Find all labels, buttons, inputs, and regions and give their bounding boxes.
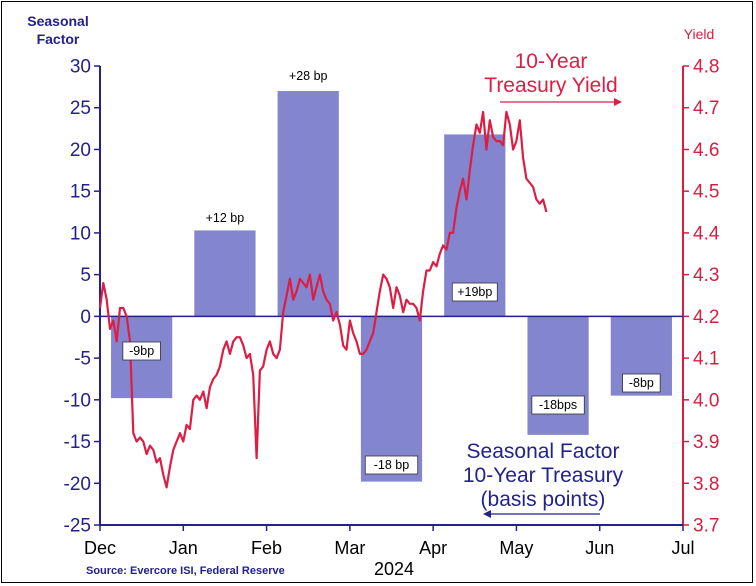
right-tick-label: 4.3	[693, 265, 719, 286]
left-tick-label: 20	[70, 140, 91, 161]
bar-may	[527, 316, 589, 435]
right-tick-label: 4.6	[693, 140, 719, 161]
left-tick-label: -20	[64, 474, 91, 495]
month-label-jan: Jan	[169, 538, 198, 558]
bar-label-jun: -8bp	[629, 376, 654, 390]
right-tick-label: 4.0	[693, 390, 719, 411]
month-label-feb: Feb	[251, 538, 282, 558]
bars-layer	[111, 91, 672, 482]
axes-layer: 30 25 20 15 10 5 0 -5 -10 -15 -20 -25 4.8 4.7 4.6 4.5 4.…	[64, 57, 720, 559]
yield-annotation-line2: Treasury Yield	[484, 74, 617, 97]
bar-mar	[360, 316, 423, 482]
right-tick-label: 3.8	[693, 474, 719, 495]
seasonal-annotation-arrow	[483, 510, 600, 518]
month-label-mar: Mar	[334, 538, 365, 558]
left-tick-label: 10	[70, 223, 91, 244]
left-tick-label: 15	[70, 182, 91, 203]
bar-label-may-box	[531, 395, 585, 415]
month-label-may: May	[499, 538, 533, 558]
bar-label-feb: +28 bp	[289, 69, 328, 83]
left-tick-label: 25	[70, 98, 91, 119]
right-tick-label: 4.2	[693, 307, 719, 328]
right-tick-label: 4.1	[693, 349, 719, 370]
bar-label-jun-box	[622, 373, 661, 393]
bar-label-jan: +12 bp	[206, 211, 245, 225]
bar-label-dec-box	[122, 341, 161, 361]
month-label-jul: Jul	[671, 538, 694, 558]
yield-line	[98, 110, 548, 489]
right-tick-label: 4.7	[693, 98, 719, 119]
right-tick-label: 4.5	[693, 182, 719, 203]
right-tick-label: 4.8	[693, 57, 719, 78]
left-tick-label: -15	[64, 432, 91, 453]
bar-label-mar: -18 bp	[374, 458, 409, 472]
seasonal-annotation-line3: (basis points)	[481, 488, 606, 511]
bar-label-apr-box	[451, 282, 498, 302]
left-tick-label: -5	[74, 349, 91, 370]
right-tick-label: 3.9	[693, 432, 719, 453]
seasonal-annotation-line2: 10-Year Treasury	[463, 464, 624, 487]
labels-layer: -9bp +12 bp +28 bp -18 bp +19bp -18bps -8bp	[122, 69, 661, 475]
year-label: 2024	[374, 559, 414, 579]
yield-annotation-arrow	[500, 98, 622, 106]
left-tick-label: 30	[70, 57, 91, 78]
bar-label-dec: -9bp	[129, 344, 154, 358]
bar-label-may: -18bps	[539, 398, 577, 412]
left-axis-title-line1: Seasonal	[27, 13, 88, 29]
left-tick-label: 0	[80, 307, 91, 328]
right-axis-title: Yield	[684, 26, 715, 42]
left-axis-title-line2: Factor	[37, 31, 80, 47]
left-tick-label: -10	[64, 390, 91, 411]
bar-label-mar-box	[364, 455, 419, 475]
bar-label-apr: +19bp	[457, 285, 492, 299]
line-layer	[98, 110, 548, 489]
right-tick-label: 3.7	[693, 516, 719, 537]
left-tick-label: 5	[80, 265, 91, 286]
bar-jan	[194, 230, 256, 317]
month-label-dec: Dec	[84, 538, 116, 558]
seasonal-annotation-line1: Seasonal Factor	[467, 440, 620, 463]
yield-annotation-line1: 10-Year	[515, 50, 588, 73]
right-tick-label: 4.4	[693, 223, 720, 244]
left-tick-label: -25	[64, 516, 91, 537]
source-note: Source: Evercore ISI, Federal Reserve	[86, 565, 285, 577]
month-label-apr: Apr	[419, 538, 447, 558]
month-label-jun: Jun	[585, 538, 614, 558]
